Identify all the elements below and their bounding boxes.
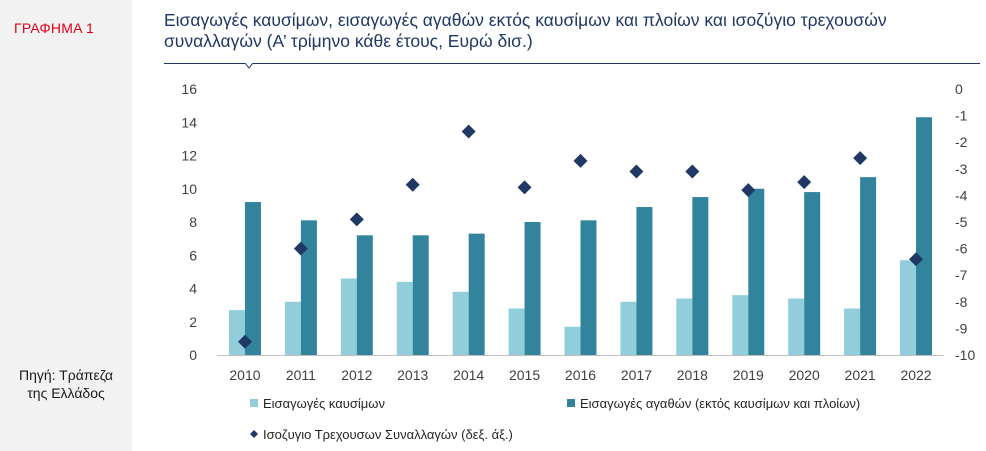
y-left-tick-label: 4 [189, 281, 197, 297]
y-right-tick-label: -5 [955, 214, 968, 230]
bar-goods-imports [300, 220, 317, 355]
current-account-point [349, 212, 364, 227]
bar-goods-imports [916, 117, 933, 355]
x-tick-label: 2016 [565, 367, 596, 383]
x-tick-label: 2022 [900, 367, 931, 383]
legend-label: Εισαγωγές καυσίμων [263, 396, 385, 411]
bar-fuel-imports [284, 301, 301, 355]
bar-goods-imports [860, 177, 877, 355]
legend-swatch-diamond [250, 430, 258, 438]
x-tick-label: 2012 [341, 367, 372, 383]
x-tick-label: 2015 [509, 367, 540, 383]
bar-goods-imports [468, 233, 485, 355]
y-left-tick-label: 8 [189, 214, 197, 230]
bar-goods-imports [244, 202, 261, 355]
source-note: Πηγή: Τράπεζα της Ελλάδος [0, 366, 132, 402]
x-tick-label: 2020 [789, 367, 820, 383]
bar-fuel-imports [508, 308, 525, 355]
current-account-point [517, 180, 532, 195]
bar-goods-imports [692, 197, 709, 355]
panel-divider [132, 0, 148, 451]
current-account-point [909, 252, 924, 267]
bar-fuel-imports [396, 281, 413, 355]
y-left-tick-label: 10 [181, 181, 197, 197]
current-account-point [293, 241, 308, 256]
left-side-panel: ΓΡΑΦΗΜΑ 1 Πηγή: Τράπεζα της Ελλάδος [0, 0, 132, 451]
bar-fuel-imports [844, 308, 861, 355]
y-right-tick-label: -4 [955, 187, 968, 203]
current-account-point [237, 334, 252, 349]
bar-fuel-imports [676, 298, 693, 355]
x-tick-label: 2019 [733, 367, 764, 383]
y-right-tick-label: 0 [955, 81, 963, 97]
bar-fuel-imports [452, 291, 469, 355]
current-account-point [853, 151, 868, 166]
y-right-tick-label: -3 [955, 161, 968, 177]
title-notch-icon [245, 63, 253, 69]
current-account-point [629, 164, 644, 179]
current-account-point [405, 177, 420, 192]
y-left-tick-label: 14 [181, 114, 197, 130]
current-account-point [741, 183, 756, 198]
current-account-point [797, 175, 812, 190]
bar-goods-imports [524, 222, 541, 355]
y-right-tick-label: -6 [955, 241, 968, 257]
bar-goods-imports [412, 235, 429, 355]
current-account-point [461, 124, 476, 139]
y-right-tick-label: -2 [955, 134, 968, 150]
bar-fuel-imports [564, 326, 581, 355]
chart-title: Εισαγωγές καυσίμων, εισαγωγές αγαθών εκτ… [164, 10, 974, 52]
y-right-tick-label: -7 [955, 267, 968, 283]
x-tick-label: 2010 [229, 367, 260, 383]
chart-title-line-1: Εισαγωγές καυσίμων, εισαγωγές αγαθών εκτ… [164, 10, 887, 30]
source-line-2: της Ελλάδος [27, 385, 105, 401]
y-left-tick-label: 0 [189, 347, 197, 363]
bar-fuel-imports [900, 260, 917, 355]
bar-fuel-imports [228, 310, 245, 355]
x-tick-label: 2018 [677, 367, 708, 383]
bar-fuel-imports [340, 278, 357, 355]
y-left-tick-label: 16 [181, 81, 197, 97]
legend-label: Εισαγωγές αγαθών (εκτός καυσίμων και πλο… [580, 396, 860, 411]
current-account-point [685, 164, 700, 179]
y-right-tick-label: -8 [955, 294, 968, 310]
y-left-tick-label: 12 [181, 148, 197, 164]
x-tick-label: 2017 [621, 367, 652, 383]
chart-title-line-2: συναλλαγών (Α’ τρίμηνο κάθε έτους, Ευρώ … [164, 31, 533, 51]
source-line-1: Πηγή: Τράπεζα [18, 367, 114, 383]
title-underline [164, 63, 980, 64]
legend-swatch [250, 399, 258, 407]
current-account-point [573, 153, 588, 168]
legend-label: Ισοζυγιο Τρεχουσων Συναλλαγών (δεξ. άξ.) [263, 427, 513, 442]
x-tick-label: 2011 [286, 367, 316, 383]
bar-goods-imports [804, 192, 821, 355]
legend-swatch [567, 399, 575, 407]
bar-goods-imports [748, 188, 765, 355]
y-right-tick-label: -9 [955, 320, 968, 336]
y-right-tick-label: -10 [955, 347, 975, 363]
figure-label: ΓΡΑΦΗΜΑ 1 [14, 20, 94, 36]
y-right-tick-label: -1 [955, 108, 968, 124]
bar-goods-imports [356, 235, 373, 355]
bar-goods-imports [636, 207, 653, 355]
bar-fuel-imports [732, 295, 749, 355]
x-tick-label: 2014 [453, 367, 484, 383]
x-tick-label: 2013 [397, 367, 428, 383]
x-tick-label: 2021 [845, 367, 876, 383]
y-left-tick-label: 2 [189, 314, 197, 330]
bar-fuel-imports [620, 301, 637, 355]
y-left-tick-label: 6 [189, 247, 197, 263]
bar-goods-imports [580, 220, 597, 355]
bar-fuel-imports [788, 298, 805, 355]
